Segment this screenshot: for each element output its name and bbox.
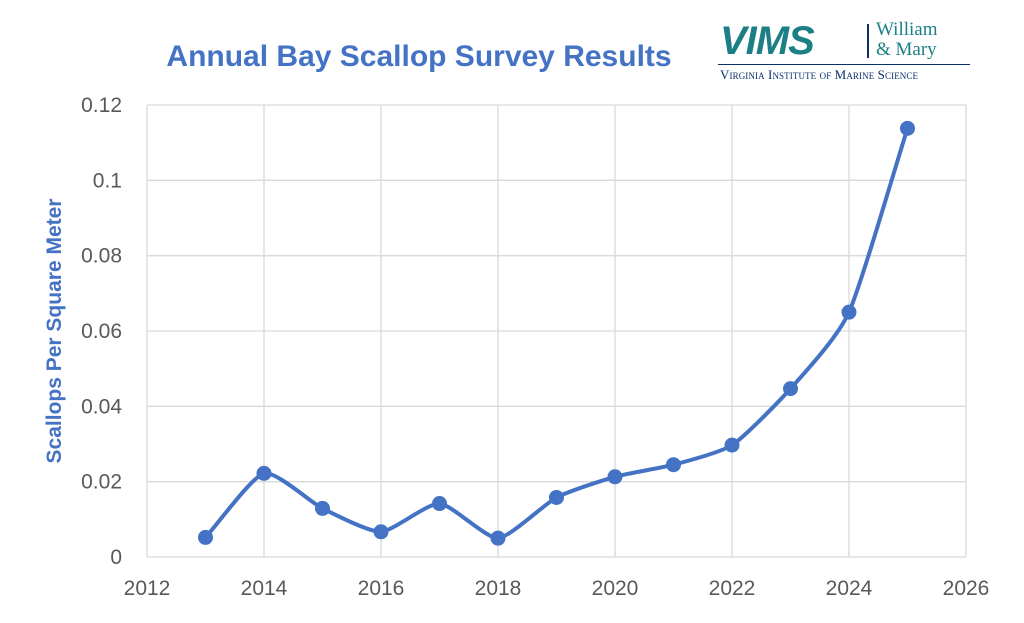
logo-wordmark-line2: & Mary <box>876 39 937 60</box>
x-tick-label: 2022 <box>709 577 756 600</box>
x-tick-label: 2012 <box>124 577 171 600</box>
data-point <box>315 500 330 516</box>
data-point <box>841 304 857 320</box>
logo-rule <box>718 64 970 65</box>
y-axis-label: Scallops Per Square Meter <box>43 199 66 464</box>
y-tick-label: 0.12 <box>81 94 122 117</box>
data-point <box>724 437 740 453</box>
data-point <box>900 120 915 136</box>
x-tick-label: 2026 <box>943 577 990 600</box>
x-tick-label: 2014 <box>241 577 288 600</box>
axes: 2012 2014 2016 2018 2020 2022 2024 2026 0 0.02 0.0… <box>81 94 989 600</box>
y-tick-label: 0.06 <box>81 320 122 343</box>
y-tick-label: 0.04 <box>81 395 122 418</box>
x-tick-label: 2024 <box>826 577 873 600</box>
series-line <box>203 126 910 541</box>
data-point <box>549 489 564 505</box>
grid <box>146 104 967 558</box>
data-point <box>198 529 213 545</box>
logo-subtitle: Virginia Institute of Marine Science <box>720 67 919 82</box>
logo-mark: VIMS <box>720 19 815 63</box>
data-point <box>373 524 389 540</box>
data-point <box>432 496 447 512</box>
data-point <box>666 457 681 473</box>
data-point <box>783 381 798 397</box>
chart-title: Annual Bay Scallop Survey Results <box>166 40 671 73</box>
x-tick-label: 2016 <box>358 577 405 600</box>
series-layer <box>198 120 915 546</box>
y-tick-label: 0.02 <box>81 471 122 494</box>
x-tick-label: 2020 <box>592 577 639 600</box>
y-tick-label: 0.08 <box>81 245 122 268</box>
data-point <box>490 530 506 546</box>
y-tick-label: 0.1 <box>93 169 122 192</box>
vims-logo: VIMS William & Mary Virginia Institute o… <box>718 18 970 86</box>
y-tick-label: 0 <box>110 546 122 569</box>
data-point <box>607 469 623 485</box>
logo-wordmark-line1: William <box>876 19 938 40</box>
data-point <box>256 465 272 481</box>
logo-divider <box>867 24 869 58</box>
x-tick-label: 2018 <box>475 577 522 600</box>
